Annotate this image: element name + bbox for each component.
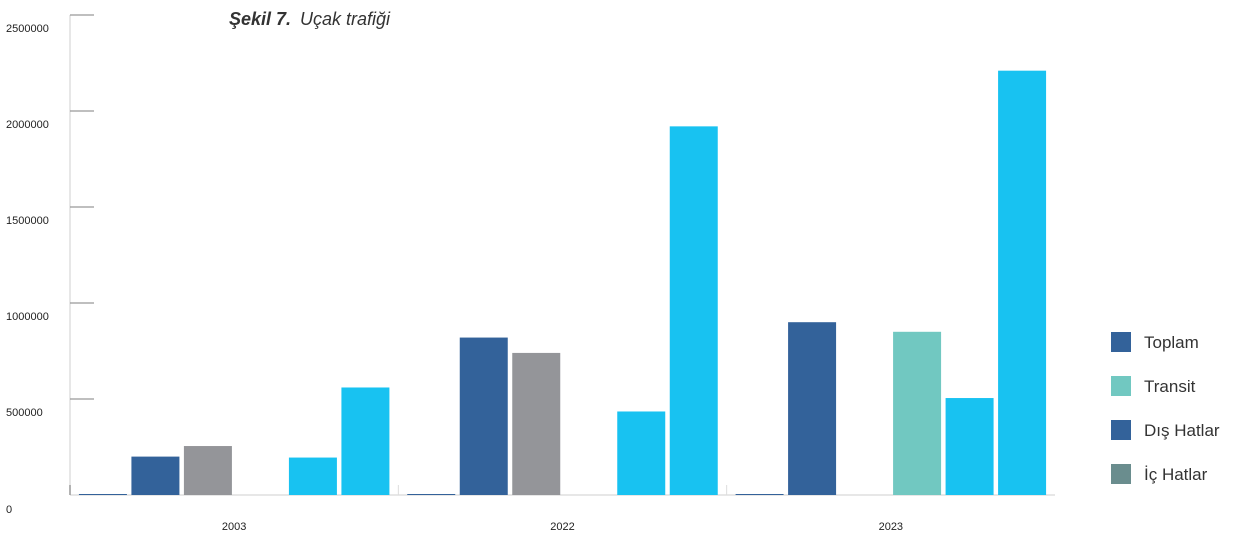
- bar-2003-1: [131, 456, 180, 495]
- chart-axes: [69, 14, 1055, 496]
- bar-2023-0: [735, 494, 784, 495]
- bar-2022-1: [459, 337, 508, 495]
- legend-label: Transit: [1144, 377, 1196, 396]
- bar-2023-1: [788, 322, 837, 495]
- chart-bars: [78, 70, 1047, 496]
- legend-swatch: [1111, 420, 1131, 440]
- bar-2022-4: [617, 411, 666, 495]
- y-tick-label: 1500000: [6, 215, 49, 227]
- bar-2022-2: [512, 352, 561, 495]
- y-tick-label: 0: [6, 504, 12, 516]
- y-tick-label: 2500000: [6, 23, 49, 35]
- bar-2022-5: [669, 126, 718, 496]
- chart-title-bold: Şekil 7.: [229, 9, 291, 29]
- bar-2003-0: [78, 494, 127, 495]
- y-tick-labels: 0 500000 1000000 1500000 2000000 2500000: [6, 23, 49, 516]
- legend-label: Dış Hatlar: [1144, 421, 1220, 440]
- legend-label: İç Hatlar: [1144, 465, 1208, 484]
- x-tick-label: 2003: [222, 521, 246, 533]
- legend-label: Toplam: [1144, 333, 1199, 352]
- bar-2023-4: [945, 398, 994, 495]
- legend-swatch: [1111, 376, 1131, 396]
- bar-2003-4: [288, 457, 337, 495]
- y-tick-label: 1000000: [6, 311, 49, 323]
- legend-swatch: [1111, 464, 1131, 484]
- bar-2023-5: [998, 70, 1047, 496]
- bar-2003-5: [341, 387, 390, 495]
- y-tick-label: 2000000: [6, 119, 49, 131]
- x-tick-label: 2023: [879, 521, 903, 533]
- chart-title-rest: Uçak trafiği: [300, 9, 391, 29]
- bar-2022-0: [407, 494, 456, 495]
- bar-2003-2: [183, 446, 232, 495]
- y-tick-label: 500000: [6, 407, 43, 419]
- bar-2023-3: [893, 331, 942, 495]
- x-tick-labels: 2003 2022 2023: [222, 521, 903, 533]
- legend-swatch: [1111, 332, 1131, 352]
- x-tick-label: 2022: [550, 521, 574, 533]
- chart-legend: Toplam Transit Dış Hatlar İç Hatlar: [1111, 332, 1220, 484]
